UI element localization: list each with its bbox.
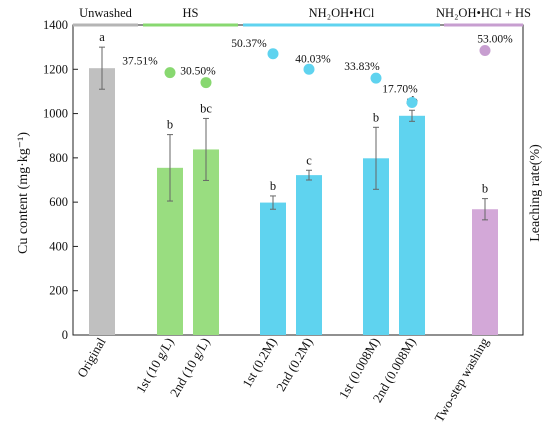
category-label-7: Two-step washing [431,335,492,425]
bar-7 [472,209,498,335]
leaching-marker-0 [164,67,176,79]
significance-label-3: b [270,179,276,193]
bar-4 [296,175,322,335]
leaching-rate-label-3: 40.03% [295,53,331,65]
leaching-rate-label-5: 17.70% [382,84,418,96]
leaching-marker-3 [303,63,315,75]
y-tick-label: 1400 [43,18,68,32]
y-tick-label: 200 [49,284,68,298]
category-label-3: 1st (0.2M) [239,335,279,390]
group-label-0: Unwashed [79,6,133,20]
significance-label-5: b [373,110,379,124]
bar-3 [260,202,286,335]
y-tick-label: 1200 [43,62,68,76]
leaching-rate-label-2: 50.37% [231,38,267,50]
y-tick-label: 800 [49,151,68,165]
y2-axis-label: Leaching rate(%) [528,144,543,242]
leaching-rate-label-0: 37.51% [122,56,158,68]
significance-label-0: a [99,30,105,44]
leaching-rate-label-4: 33.83% [344,61,380,73]
y-tick-label: 1000 [43,107,68,121]
group-label-2: NH₂OH•HCl [309,6,375,20]
category-label-4: 2nd (0.2M) [273,335,316,394]
leaching-marker-6 [479,44,491,56]
leaching-rate-label-1: 30.50% [180,66,216,78]
significance-label-7: b [482,182,488,196]
y-tick-label: 600 [49,195,68,209]
leaching-marker-2 [267,48,279,60]
group-label-3: NH₂OH•HCl + HS [436,6,531,20]
significance-label-2: bc [200,101,212,115]
leaching-marker-5 [406,97,418,108]
leaching-rate-label-6: 53.00% [477,33,513,45]
leaching-marker-4 [370,72,382,84]
bar-0 [89,68,115,335]
y-tick-label: 400 [49,239,68,253]
bar-6 [399,115,425,336]
significance-label-4: c [306,153,312,167]
category-label-0: Original [74,335,109,380]
y-tick-label: 0 [62,328,68,342]
y-axis-label: Cu content (mg·kg⁻¹) [16,132,31,254]
significance-label-1: b [167,118,173,132]
leaching-marker-1 [200,77,212,89]
group-label-1: HS [183,6,199,20]
